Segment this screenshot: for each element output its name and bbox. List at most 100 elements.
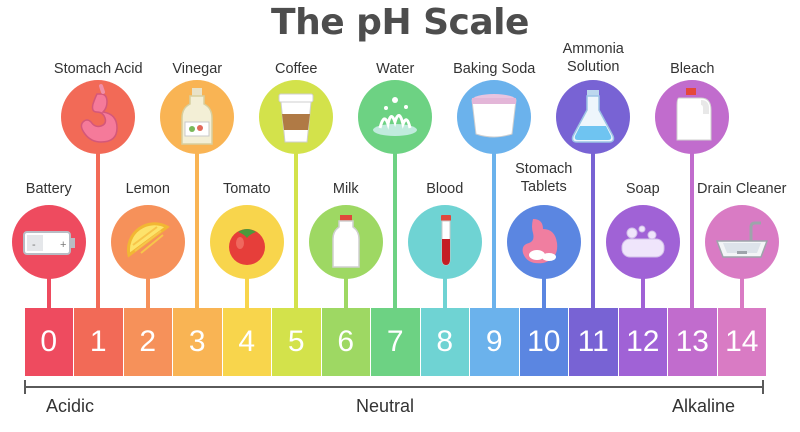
item-circle	[209, 205, 284, 279]
vinegar-bottle-icon	[160, 80, 234, 154]
scale-cell-7: 7	[371, 308, 420, 376]
item-label: Vinegar	[172, 61, 223, 77]
scale-cell-11: 11	[569, 308, 618, 376]
scale-value: 8	[436, 325, 454, 358]
milk-bottle-icon	[309, 205, 383, 279]
item-circle	[160, 80, 235, 154]
item-label: Soap	[625, 181, 660, 197]
scale-cell-14: 14	[717, 308, 766, 376]
item-circle	[655, 80, 730, 154]
item-label: Battery	[25, 181, 72, 197]
scale-value: 0	[40, 325, 58, 358]
item-circle	[61, 80, 136, 154]
page-title: The pH Scale	[271, 2, 529, 43]
scale-value: 9	[485, 325, 503, 358]
water-splash-icon	[358, 80, 432, 154]
item-label: Baking Soda	[453, 61, 536, 77]
item-label: Milk	[332, 181, 359, 197]
blood-test-tube-icon	[408, 205, 482, 279]
item-label: Blood	[426, 181, 464, 197]
item-label: Ammonia Solution	[562, 41, 624, 75]
stem-line	[343, 265, 348, 308]
stem-line	[96, 140, 101, 308]
item-label: Stomach Tablets	[515, 161, 573, 195]
stem-line	[244, 265, 249, 308]
stem-line	[541, 265, 546, 308]
stem-line	[739, 265, 744, 308]
item-circle	[457, 80, 532, 154]
item-circle	[110, 205, 185, 279]
stem-line	[640, 265, 645, 308]
scale-value: 3	[188, 325, 206, 358]
stem-line	[442, 265, 447, 308]
scale-cell-3: 3	[173, 308, 222, 376]
scale-value: 7	[386, 325, 404, 358]
axis-tick-right	[762, 380, 764, 394]
axis-label-neutral: Neutral	[356, 396, 415, 416]
item-label: Drain Cleaner	[697, 181, 787, 197]
scale-cell-13: 13	[668, 308, 717, 376]
scale-value: 2	[139, 325, 157, 358]
scale-cell-5: 5	[272, 308, 321, 376]
item-label: Bleach	[670, 61, 715, 77]
axis-line	[24, 386, 764, 388]
scale-value: 12	[626, 325, 660, 358]
item-circle	[407, 205, 482, 279]
item-circle: - +	[11, 205, 86, 279]
scale-value: 14	[725, 325, 759, 358]
item-circle	[556, 80, 631, 154]
item-label: Coffee	[275, 61, 318, 77]
item-circle	[308, 205, 383, 279]
sink-icon	[705, 205, 779, 279]
scale-cell-0: 0	[24, 308, 73, 376]
scale-cell-8: 8	[420, 308, 469, 376]
scale-value: 10	[527, 325, 561, 358]
tomato-icon	[210, 205, 284, 279]
scale-cell-1: 1	[74, 308, 123, 376]
flask-icon	[556, 80, 630, 154]
soap-icon	[606, 205, 680, 279]
item-label: Stomach Acid	[53, 61, 143, 77]
stem-line	[294, 140, 299, 308]
lemon-icon	[111, 205, 185, 279]
item-label: Water	[376, 61, 415, 77]
axis-label-alkaline: Alkaline	[672, 396, 736, 416]
axis-tick-left	[24, 380, 26, 394]
scale-value: 1	[89, 325, 107, 358]
stem-line	[145, 265, 150, 308]
stem-line	[195, 140, 200, 308]
stomach-icon	[61, 80, 135, 154]
scale-cell-10: 10	[519, 308, 568, 376]
scale-value: 11	[577, 325, 609, 358]
stem-line	[46, 265, 51, 308]
baking-soda-tub-icon	[457, 80, 531, 154]
svg-text:+: +	[60, 239, 66, 251]
stomach-tablet-icon	[507, 205, 581, 279]
stem-line	[591, 140, 596, 308]
item-label: Lemon	[125, 181, 170, 197]
scale-value: 6	[337, 325, 355, 358]
item-circle	[259, 80, 334, 154]
svg-text:-: -	[32, 239, 36, 251]
item-circle	[704, 205, 779, 279]
stem-line	[492, 140, 497, 308]
scale-value: 13	[675, 325, 709, 358]
scale-value: 4	[238, 325, 256, 358]
battery-icon: - +	[12, 205, 86, 279]
axis-label-acidic: Acidic	[46, 396, 95, 416]
scale-value: 5	[287, 325, 305, 358]
item-label: Tomato	[222, 181, 271, 197]
scale-cell-9: 9	[470, 308, 519, 376]
item-circle	[358, 80, 433, 154]
item-circle	[605, 205, 680, 279]
stem-line	[393, 140, 398, 308]
bleach-jug-icon	[655, 80, 729, 154]
scale-cell-12: 12	[618, 308, 667, 376]
item-circle	[506, 205, 581, 279]
scale-cell-4: 4	[222, 308, 271, 376]
coffee-cup-icon	[259, 80, 333, 154]
scale-cell-6: 6	[321, 308, 370, 376]
scale-cell-2: 2	[123, 308, 172, 376]
stem-line	[690, 140, 695, 308]
